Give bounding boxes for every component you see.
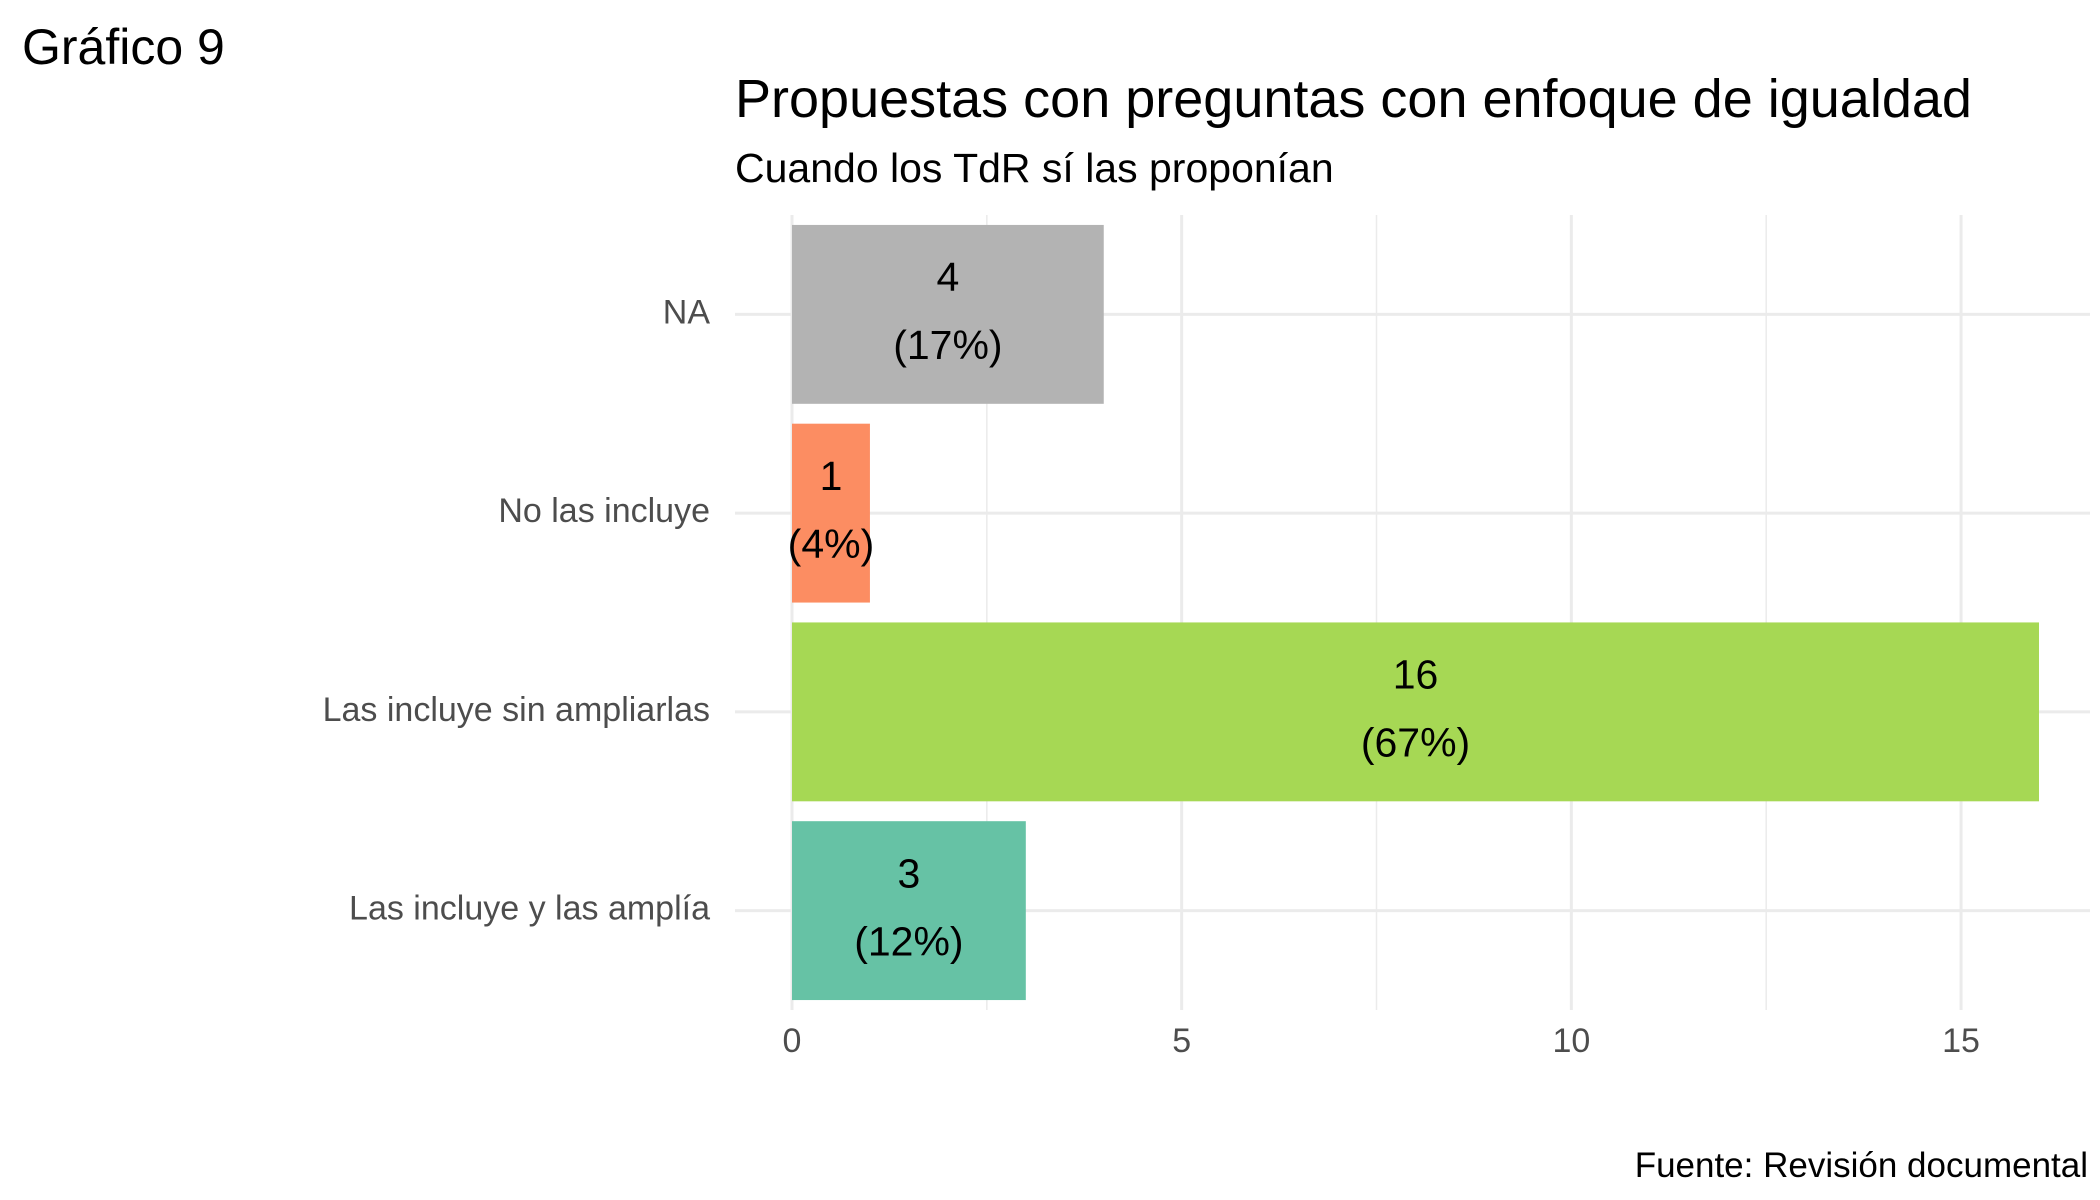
category-label: Las incluye y las amplía [349,890,710,928]
bars [792,224,2039,1001]
x-tick-label: 15 [1942,1022,1980,1060]
bar-value-label: 3 [898,850,921,896]
bar-percent-label: (67%) [1361,720,1470,766]
bar-value-label: 1 [820,453,843,499]
chart-subtitle: Cuando los TdR sí las proponían [735,145,1334,191]
bar-data-labels: 4 (17%) 1 (4%) 16 (67%) 3 (12%) [788,254,1471,964]
category-label: NA [663,293,711,331]
bar-percent-label: (12%) [854,918,963,964]
category-labels: NA No las incluye Las incluye sin ampliarl… [323,293,711,927]
category-label: Las incluye sin ampliarlas [323,691,710,729]
bar-percent-label: (17%) [893,322,1002,368]
bar [792,821,1026,1001]
bar-value-label: 16 [1393,652,1439,698]
figure-label: Gráfico 9 [22,19,225,75]
x-tick-label: 10 [1552,1022,1590,1060]
x-tick-label: 0 [783,1022,802,1060]
bar-value-label: 4 [936,254,959,300]
x-axis-ticks: 0 5 10 15 [783,1022,1980,1060]
source-caption: Fuente: Revisión documental [1634,1146,2088,1185]
bar [792,423,870,603]
x-tick-label: 5 [1172,1022,1191,1060]
chart-title: Propuestas con preguntas con enfoque de … [735,69,1972,129]
bar [792,622,2039,802]
bar-percent-label: (4%) [788,521,875,567]
bar [792,224,1104,404]
category-label: No las incluye [498,492,710,530]
